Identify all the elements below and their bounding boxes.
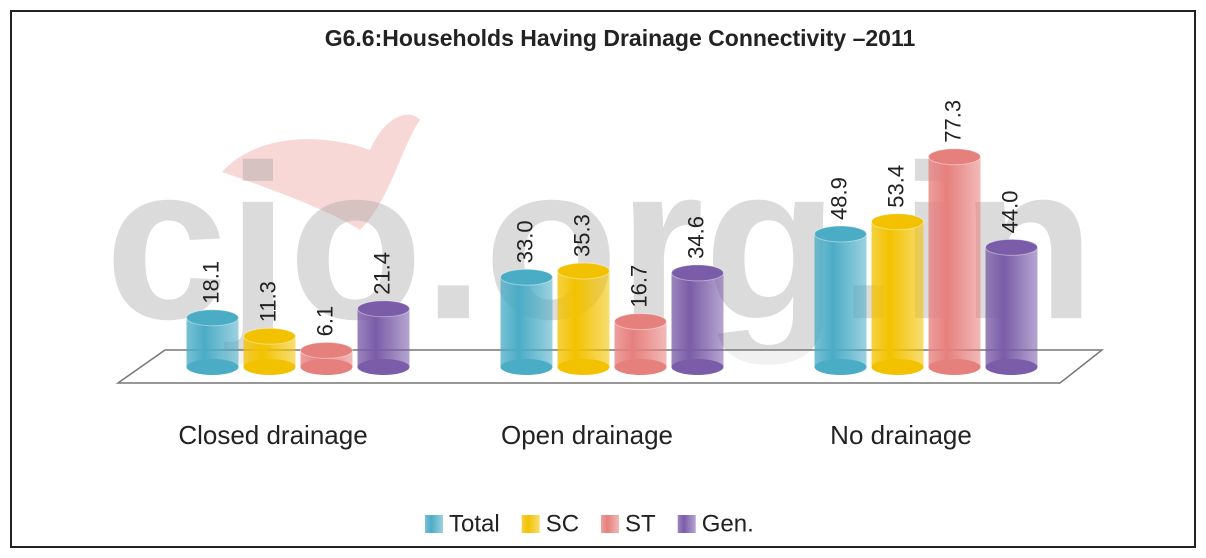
data-label: 35.3 <box>569 214 594 257</box>
legend-label: Gen. <box>702 510 754 537</box>
legend-swatch <box>521 515 540 533</box>
bar-top <box>300 341 353 359</box>
bar-top <box>814 225 867 243</box>
bar <box>357 308 410 367</box>
bar <box>671 272 724 367</box>
data-label: 6.1 <box>312 306 337 337</box>
bar-top <box>357 300 410 318</box>
data-label: 48.9 <box>826 177 851 220</box>
bar-top <box>928 148 981 166</box>
legend-swatch <box>425 515 443 533</box>
bar-top <box>243 327 296 345</box>
x-tick-label: Open drainage <box>501 420 673 450</box>
data-label: 44.0 <box>997 190 1022 233</box>
bar-top <box>186 309 239 327</box>
x-tick-label: No drainage <box>830 420 972 450</box>
bar-top <box>871 213 924 231</box>
bar <box>871 221 924 367</box>
bar <box>814 233 867 367</box>
bar-top <box>614 313 667 331</box>
bar-top <box>671 264 724 282</box>
bar <box>500 277 553 367</box>
data-label: 16.7 <box>626 265 651 308</box>
legend-label: ST <box>625 510 656 537</box>
chart-title: G6.6:Households Having Drainage Connecti… <box>325 25 916 51</box>
bar-top <box>985 238 1038 256</box>
bar <box>557 270 610 367</box>
legend-label: Total <box>449 510 500 537</box>
x-tick-label: Closed drainage <box>178 420 367 450</box>
bar <box>985 247 1038 367</box>
bar <box>928 156 981 367</box>
data-label: 18.1 <box>198 261 223 304</box>
legend-label: SC <box>546 510 579 537</box>
data-label: 77.3 <box>940 100 965 143</box>
data-label: 11.3 <box>255 281 280 322</box>
bar-top <box>500 268 553 286</box>
data-label: 33.0 <box>512 220 537 263</box>
data-label: 53.4 <box>883 165 908 208</box>
bar <box>186 317 239 367</box>
legend-swatch <box>677 515 696 533</box>
bar-top <box>557 262 610 280</box>
data-label: 34.6 <box>683 216 708 259</box>
legend-swatch <box>601 515 620 533</box>
data-label: 21.4 <box>369 252 394 295</box>
watermark-bird <box>222 114 420 230</box>
